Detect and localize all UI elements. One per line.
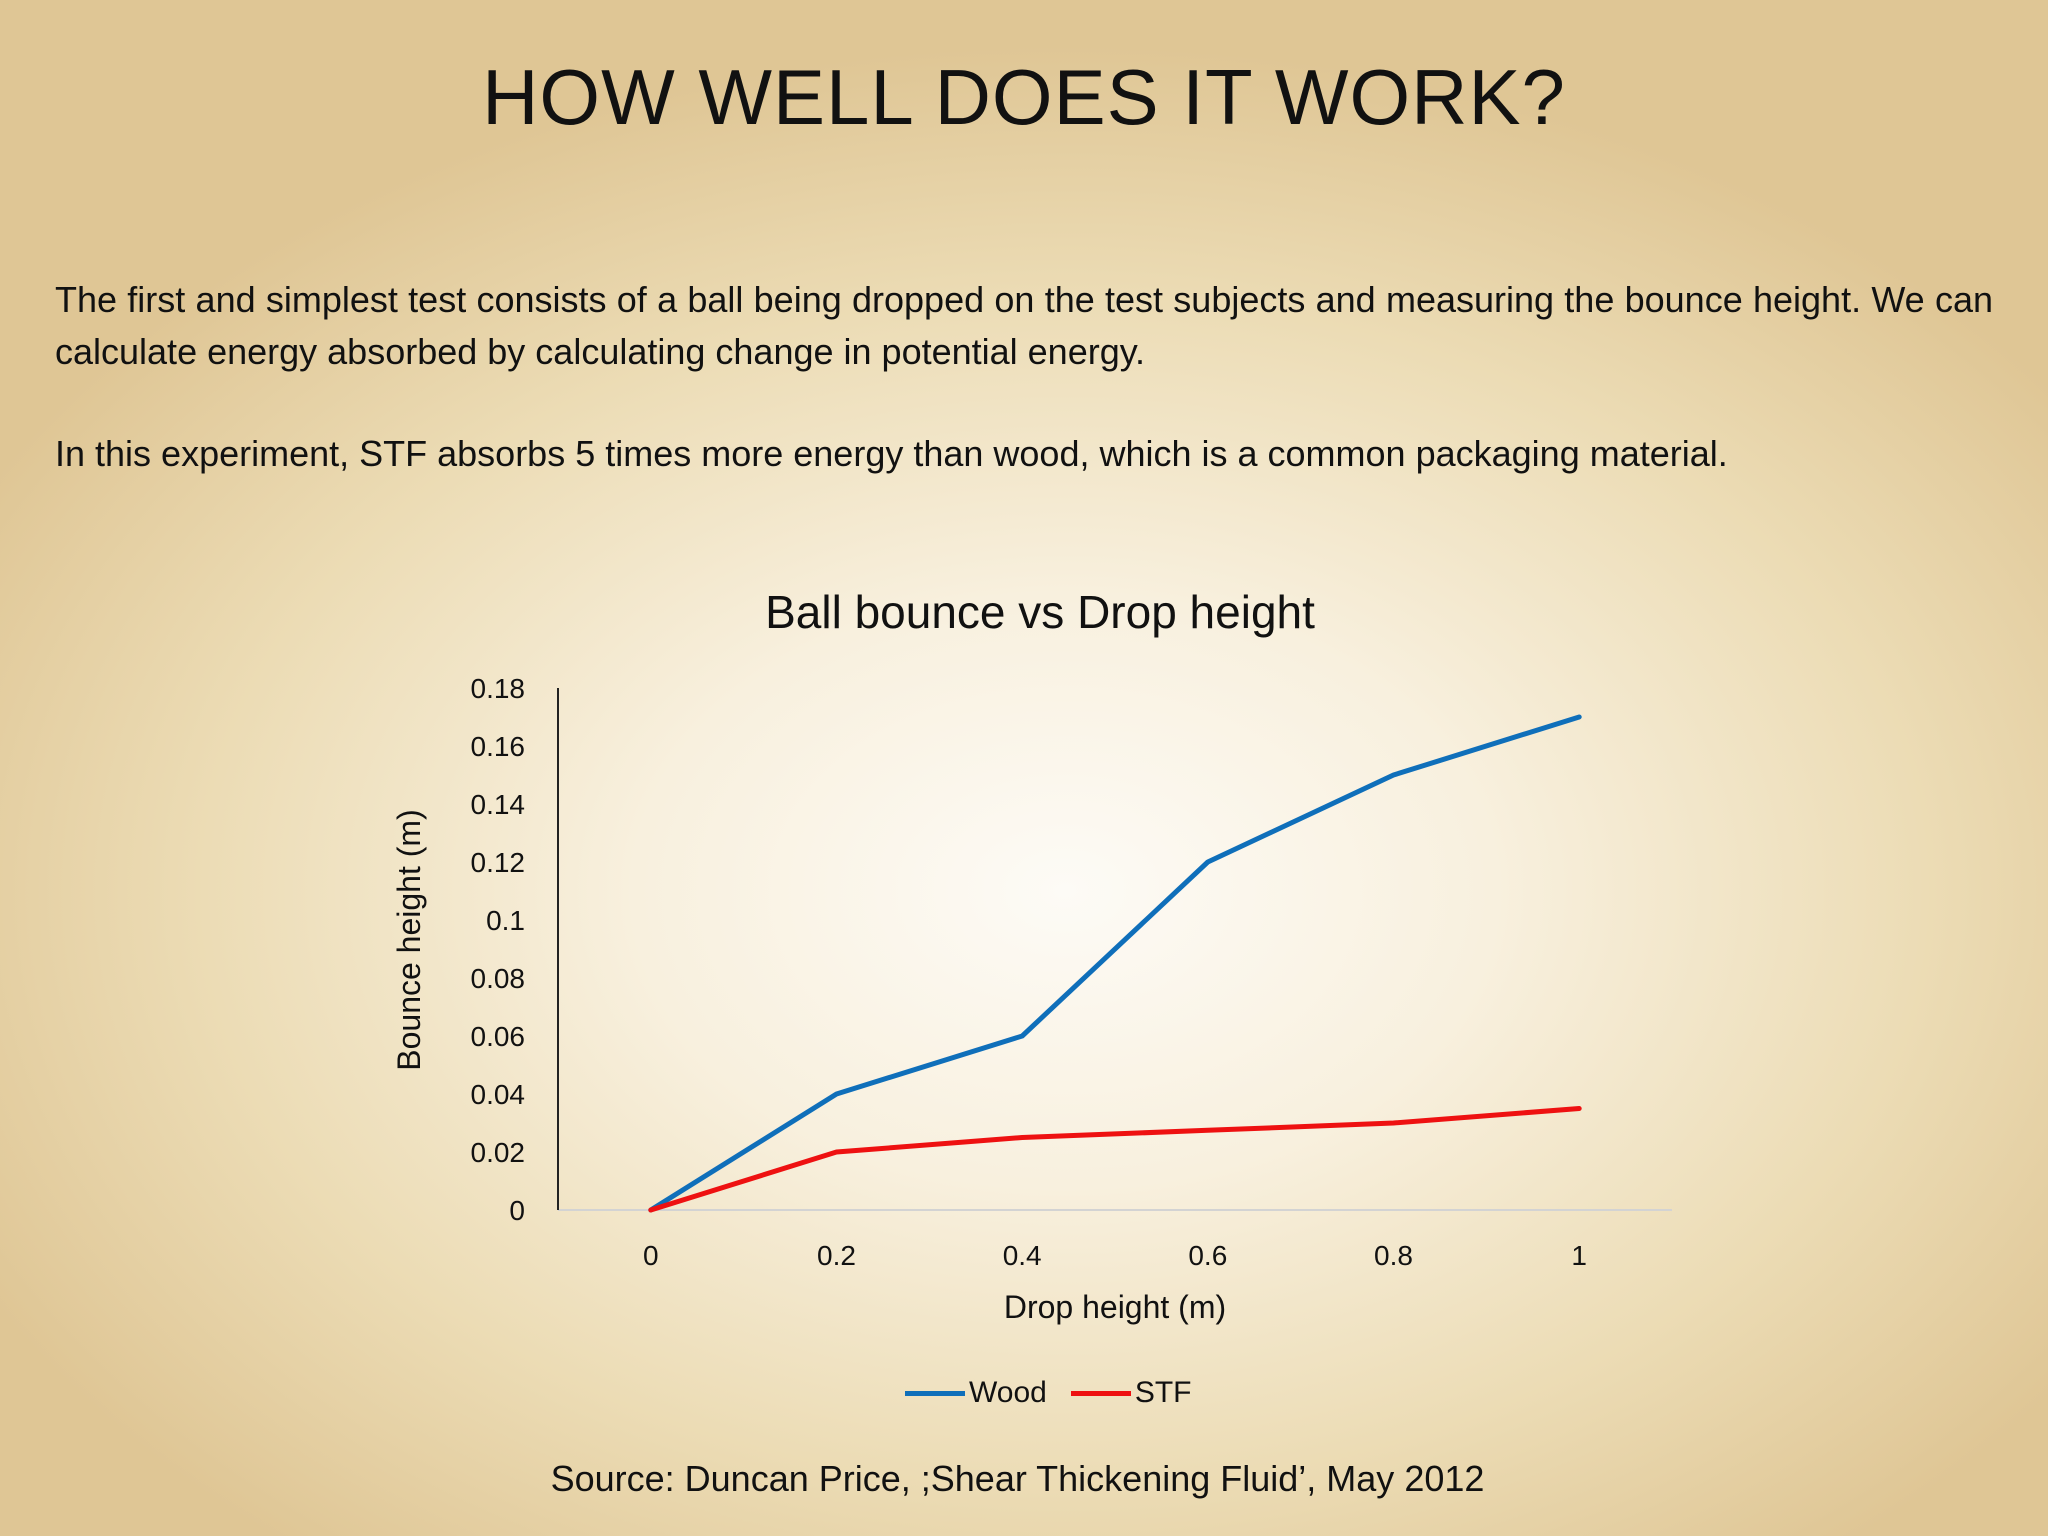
y-tick-label: 0.04 bbox=[471, 1079, 526, 1110]
y-tick-label: 0.1 bbox=[486, 905, 525, 936]
y-tick-label: 0.06 bbox=[471, 1021, 526, 1052]
x-tick-label: 0 bbox=[643, 1240, 659, 1271]
legend-item-stf: STF bbox=[1070, 1376, 1192, 1410]
x-tick-label: 0.4 bbox=[1003, 1240, 1042, 1271]
source-citation: Source: Duncan Price, ;Shear Thickening … bbox=[550, 1458, 1485, 1499]
legend-swatch bbox=[1070, 1390, 1131, 1396]
x-axis-label: Drop height (m) bbox=[1004, 1289, 1226, 1325]
result-paragraph: In this experiment, STF absorbs 5 times … bbox=[55, 433, 1728, 474]
y-tick-label: 0.02 bbox=[471, 1137, 526, 1168]
series-line-wood bbox=[648, 714, 1582, 1213]
x-tick-label: 0.8 bbox=[1374, 1240, 1413, 1271]
legend-label: Wood bbox=[969, 1376, 1047, 1409]
y-tick-label: 0.12 bbox=[471, 847, 526, 878]
chart-title: Ball bounce vs Drop height bbox=[765, 586, 1315, 638]
chart-legend: Wood STF bbox=[905, 1373, 1216, 1413]
series-line-stf bbox=[648, 1106, 1582, 1213]
y-axis-label: Bounce height (m) bbox=[391, 809, 427, 1070]
intro-paragraph: The first and simplest test consists of … bbox=[55, 279, 1993, 372]
legend-item-wood: Wood bbox=[905, 1376, 1047, 1410]
y-tick-label: 0 bbox=[509, 1195, 525, 1226]
y-tick-label: 0.14 bbox=[471, 789, 526, 820]
x-tick-label: 1 bbox=[1571, 1240, 1587, 1271]
x-tick-label: 0.6 bbox=[1188, 1240, 1227, 1271]
y-tick-label: 0.16 bbox=[471, 731, 526, 762]
y-tick-label: 0.08 bbox=[471, 963, 526, 994]
y-tick-label: 0.18 bbox=[471, 673, 526, 704]
slide-title: HOW WELL DOES IT WORK? bbox=[482, 53, 1566, 141]
legend-swatch bbox=[905, 1390, 965, 1396]
legend-label: STF bbox=[1134, 1376, 1192, 1409]
x-tick-label: 0.2 bbox=[817, 1240, 856, 1271]
